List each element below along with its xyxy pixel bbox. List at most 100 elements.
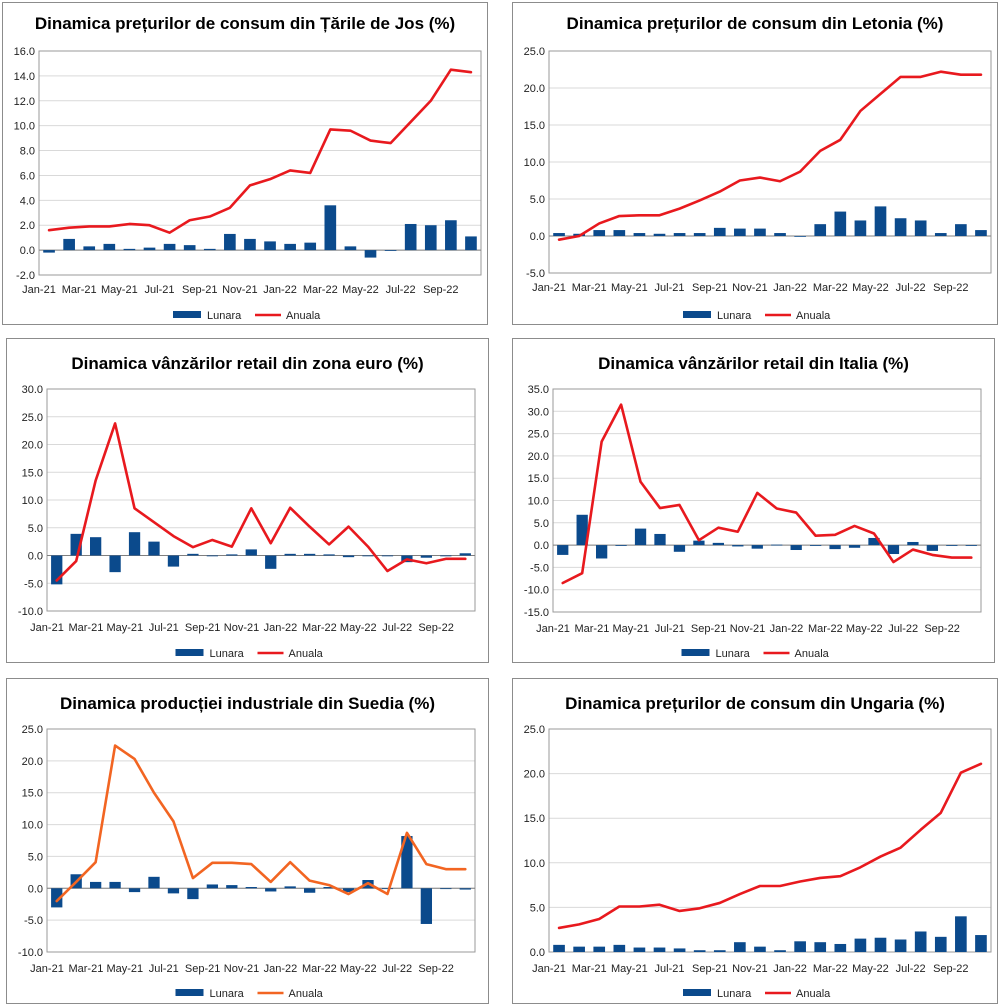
bar-lunara — [557, 545, 569, 555]
bar-lunara — [245, 887, 257, 889]
x-tick-label: Mar-22 — [302, 963, 337, 975]
legend-label-anuala: Anuala — [796, 988, 831, 1000]
y-tick-label: 5.0 — [534, 518, 549, 530]
bar-lunara — [754, 946, 766, 952]
plot-area — [548, 50, 992, 274]
x-tick-label: Nov-21 — [732, 963, 767, 975]
bar-lunara — [128, 532, 141, 556]
bar-lunara — [553, 944, 565, 952]
x-tick-label: Jul-21 — [655, 963, 685, 975]
plot-area — [46, 388, 476, 612]
bar-lunara — [224, 233, 236, 251]
line-anuala — [557, 762, 983, 930]
x-tick-label: Jul-22 — [896, 282, 926, 294]
y-tick-label: 16.0 — [14, 46, 35, 58]
bar-lunara — [934, 936, 947, 952]
x-tick-label: Mar-21 — [68, 622, 103, 634]
chart-svg: Dinamica producției industriale din Sued… — [18, 694, 476, 1000]
y-tick-label: 15.0 — [22, 467, 43, 479]
bar-lunara — [654, 533, 666, 546]
x-tick-label: Jan-22 — [264, 622, 298, 634]
bar-lunara — [128, 888, 141, 893]
y-tick-label: 25.0 — [524, 46, 545, 58]
bar-lunara — [894, 218, 907, 236]
y-tick-label: 5.0 — [530, 902, 545, 914]
bar-lunara — [83, 246, 96, 251]
x-tick-label: May-21 — [101, 284, 138, 296]
x-tick-label: Nov-21 — [730, 623, 765, 635]
bar-lunara — [284, 243, 296, 251]
y-tick-label: 35.0 — [528, 384, 549, 396]
bar-lunara — [734, 942, 746, 952]
bar-lunara — [284, 553, 296, 556]
bar-lunara — [304, 242, 317, 251]
bar-lunara — [829, 545, 841, 550]
plot-area — [46, 728, 476, 953]
bar-lunara — [732, 545, 744, 547]
bar-lunara — [914, 220, 927, 236]
bar-lunara — [89, 881, 102, 889]
x-tick-label: Mar-21 — [62, 284, 97, 296]
bar-lunara — [163, 243, 176, 251]
bar-lunara — [63, 238, 75, 251]
y-tick-label: 4.0 — [20, 195, 35, 207]
x-tick-label: Sep-21 — [692, 282, 727, 294]
legend-label-lunara: Lunara — [207, 310, 242, 322]
bar-lunara — [303, 888, 316, 893]
chart-panel-retail-eurozone: Dinamica vânzărilor retail din zona euro… — [6, 338, 489, 663]
chart-panel-retail-italy: Dinamica vânzărilor retail din Italia (%… — [512, 338, 995, 663]
bar-lunara — [226, 885, 238, 889]
bar-lunara — [774, 233, 786, 236]
bar-lunara — [814, 942, 827, 952]
x-tick-label: May-22 — [340, 622, 377, 634]
line-anuala — [557, 70, 983, 241]
bar-lunara — [553, 233, 565, 236]
y-tick-label: 10.0 — [22, 495, 43, 507]
bar-lunara — [148, 876, 160, 889]
y-tick-label: 0.0 — [28, 551, 43, 563]
x-tick-label: May-21 — [611, 282, 648, 294]
y-tick-label: -15.0 — [524, 607, 549, 619]
bar-lunara — [323, 554, 335, 556]
x-tick-label: Sep-21 — [691, 623, 726, 635]
legend-label-anuala: Anuala — [286, 310, 321, 322]
bar-lunara — [70, 533, 82, 556]
y-tick-label: 30.0 — [528, 406, 549, 418]
bar-lunara — [226, 554, 238, 556]
x-tick-label: Mar-21 — [572, 963, 607, 975]
bar-lunara — [754, 228, 766, 236]
bar-lunara — [693, 233, 706, 236]
chart-title: Dinamica vânzărilor retail din Italia (%… — [598, 354, 909, 373]
bar-lunara — [203, 248, 216, 251]
bar-lunara — [445, 220, 457, 251]
y-tick-label: 30.0 — [22, 384, 43, 396]
bar-lunara — [342, 555, 355, 558]
y-tick-label: -5.0 — [530, 562, 549, 574]
plot-area — [548, 728, 992, 953]
bar-lunara — [362, 555, 374, 557]
bar-lunara — [303, 553, 316, 556]
bar-lunara — [573, 946, 585, 952]
bar-lunara — [975, 935, 987, 952]
bar-lunara — [459, 888, 471, 890]
y-tick-label: 15.0 — [528, 473, 549, 485]
chart-title: Dinamica prețurilor de consum din Țările… — [35, 14, 455, 33]
x-tick-label: Jul-21 — [655, 282, 685, 294]
x-tick-label: Nov-21 — [224, 963, 259, 975]
y-tick-label: 25.0 — [22, 724, 43, 736]
legend-label-anuala: Anuala — [289, 648, 324, 660]
x-tick-label: Sep-22 — [933, 282, 968, 294]
chart-panel-industrial-sweden: Dinamica producției industriale din Sued… — [6, 678, 489, 1004]
bar-lunara — [771, 544, 783, 546]
x-tick-label: Mar-21 — [574, 623, 609, 635]
y-tick-label: 10.0 — [524, 858, 545, 870]
chart-svg: Dinamica prețurilor de consum din Țările… — [14, 14, 482, 322]
legend-swatch-lunara — [175, 989, 204, 996]
x-tick-label: Sep-22 — [933, 963, 968, 975]
bar-lunara — [907, 541, 919, 546]
bar-lunara — [401, 836, 413, 889]
bar-lunara — [440, 555, 452, 557]
bar-lunara — [713, 227, 726, 236]
x-tick-label: Jul-21 — [655, 623, 685, 635]
x-tick-label: Jan-22 — [264, 963, 298, 975]
